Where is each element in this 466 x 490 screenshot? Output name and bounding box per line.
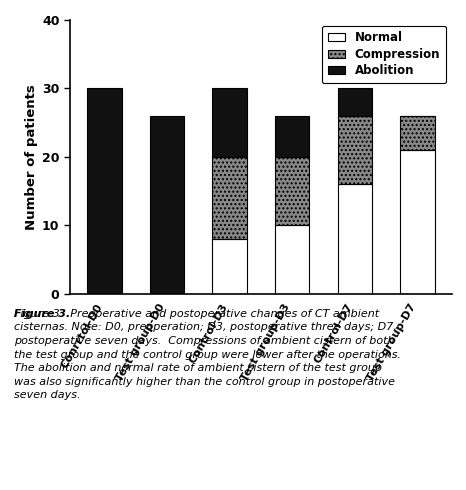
Bar: [212, 88, 247, 157]
Y-axis label: Number of patients: Number of patients: [25, 84, 38, 230]
Bar: [275, 116, 309, 157]
Bar: [212, 239, 247, 294]
Bar: [275, 157, 309, 225]
Bar: [275, 225, 309, 294]
Bar: [338, 88, 372, 116]
Bar: [212, 157, 247, 239]
Bar: [87, 88, 122, 294]
Legend: Normal, Compression, Abolition: Normal, Compression, Abolition: [322, 25, 446, 83]
Bar: [338, 184, 372, 294]
Bar: [400, 116, 435, 150]
Bar: [400, 150, 435, 294]
Bar: [338, 116, 372, 184]
Text: Figure 3.  Preoperative and postoperative changes of CT ambient
cisternas. Note:: Figure 3. Preoperative and postoperative…: [14, 309, 401, 400]
Bar: [150, 116, 184, 294]
Text: Figure 3.: Figure 3.: [14, 309, 70, 318]
